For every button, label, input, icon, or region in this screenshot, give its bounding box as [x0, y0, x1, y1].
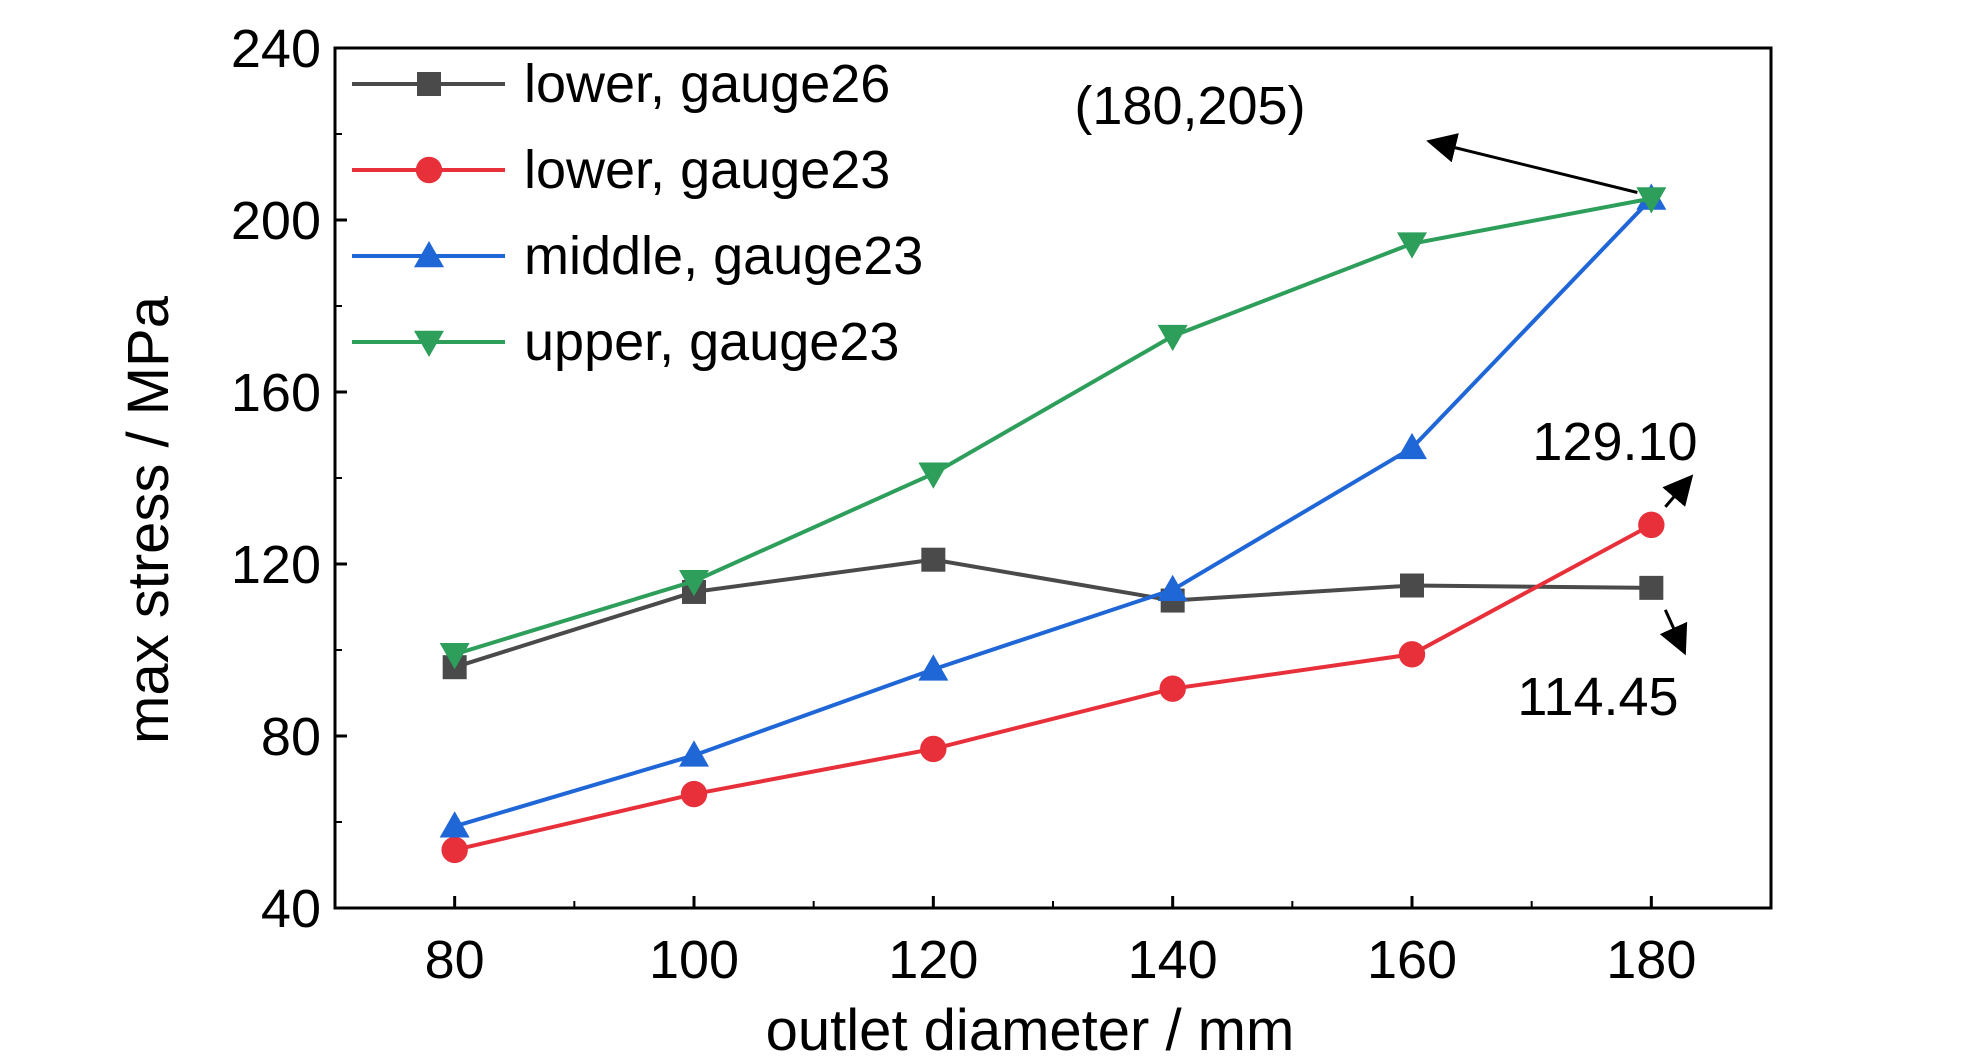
- data-point: [1398, 641, 1426, 668]
- legend-label: lower, gauge26: [524, 54, 890, 114]
- y-axis-title: max stress / MPa: [116, 295, 181, 744]
- legend-label: upper, gauge23: [524, 312, 899, 372]
- annotation-peak-label: (180,205): [1074, 76, 1305, 136]
- x-tick-label: 80: [425, 930, 485, 990]
- data-point: [918, 654, 949, 681]
- data-point: [1400, 573, 1424, 598]
- series-line: [454, 196, 1652, 657]
- data-point: [920, 735, 947, 763]
- data-point: [1159, 675, 1186, 702]
- x-tick-label: 140: [1128, 930, 1218, 990]
- data-point: [679, 569, 709, 597]
- y-tick-label: 240: [231, 19, 321, 79]
- legend-label: middle, gauge23: [524, 226, 923, 286]
- annotation-upper-arrow: [1662, 474, 1694, 508]
- x-tick-label: 120: [888, 930, 978, 990]
- annotations: (180,205) 129.10 114.45: [1074, 76, 1697, 727]
- legend-label: lower, gauge23: [524, 140, 890, 200]
- data-point: [1636, 187, 1667, 214]
- data-point: [1157, 324, 1188, 352]
- annotation-peak-arrow: [1426, 133, 1638, 194]
- x-tick-label: 100: [649, 930, 739, 990]
- annotation-lower-arrow: [1659, 609, 1688, 656]
- y-tick-label: 200: [231, 191, 321, 251]
- data-point: [1397, 432, 1427, 460]
- series-4: [439, 187, 1667, 670]
- legend-marker: [417, 72, 441, 96]
- axes: 80 100 120 140 160 180 40 80 120 160 200 240: [231, 19, 1696, 990]
- y-tick-label: 120: [231, 535, 321, 595]
- data-point: [1639, 575, 1664, 600]
- y-tick-label: 40: [261, 879, 321, 939]
- x-axis-title: outlet diameter / mm: [766, 998, 1295, 1062]
- data-point: [439, 811, 470, 838]
- data-point: [1157, 574, 1188, 602]
- data-point: [439, 643, 470, 670]
- x-tick-label: 160: [1367, 930, 1457, 990]
- data-point: [680, 780, 708, 808]
- data-point: [918, 462, 949, 489]
- annotation-lower-value: 114.45: [1517, 667, 1678, 727]
- legend-marker: [414, 241, 444, 268]
- legend-marker: [414, 330, 444, 357]
- series-line: [454, 557, 1652, 670]
- y-tick-label: 80: [261, 707, 321, 767]
- series-2: [441, 511, 1665, 864]
- series-1: [442, 547, 1664, 680]
- data-point: [441, 836, 468, 864]
- data-point: [921, 547, 946, 572]
- legend: lower, gauge26 lower, gauge23 middle, gaug…: [352, 54, 923, 372]
- data-point: [1397, 232, 1427, 259]
- legend-marker: [415, 156, 443, 184]
- series-line: [454, 197, 1653, 829]
- x-tick-label: 180: [1606, 930, 1696, 990]
- data-point: [679, 740, 709, 767]
- series-line: [454, 523, 1653, 852]
- y-tick-label: 160: [231, 363, 321, 423]
- series-layer: [439, 183, 1667, 864]
- data-point: [1638, 511, 1665, 539]
- annotation-upper-value: 129.10: [1532, 412, 1697, 472]
